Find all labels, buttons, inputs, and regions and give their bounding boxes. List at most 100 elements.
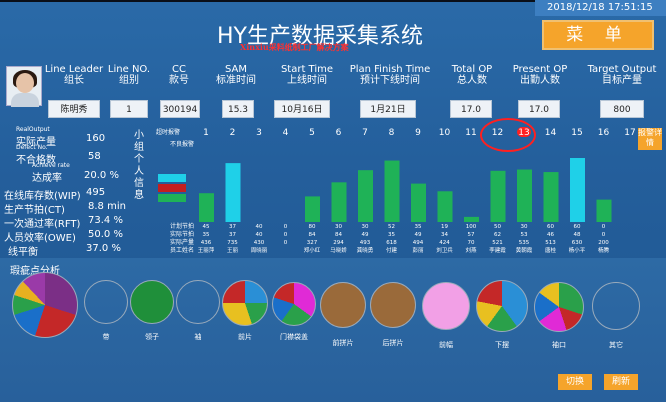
bar-6[interactable] (331, 182, 347, 222)
header-start-time: Start Time 上线时间 (274, 64, 340, 86)
pie-11[interactable] (592, 282, 640, 330)
cell-actual_ct-8: 35 (388, 232, 395, 238)
header-line-leader-en: Line Leader (44, 64, 104, 75)
header-line-leader: Line Leader 组长 (44, 64, 104, 86)
pie-7[interactable] (370, 282, 416, 328)
bar-1[interactable] (199, 193, 214, 222)
pie-label-2: 领子 (145, 333, 159, 341)
sam-value: 15.3 (222, 100, 254, 118)
bar-10[interactable] (437, 191, 453, 222)
cell-actual_ct-10: 34 (441, 232, 448, 238)
bar-2[interactable] (225, 163, 241, 222)
stat-defect-en: Defect No. (16, 144, 48, 151)
menu-button[interactable]: 菜 单 (542, 20, 654, 50)
cc-value: 300194 (160, 100, 200, 118)
cell-names-5: 郑小红 (304, 246, 321, 254)
cell-names-16: 杨腾 (598, 246, 610, 254)
pie-0[interactable] (12, 272, 78, 338)
bar-12[interactable] (490, 170, 506, 222)
alert-detail-button[interactable]: 报警详情 (638, 128, 662, 150)
cell-plan_ct-1: 45 (203, 224, 210, 230)
stat-real-output-zh: 实际产量 (16, 137, 56, 148)
category-label-7: 7 (362, 128, 368, 138)
cell-actual_output-2: 735 (227, 240, 238, 246)
pie-label-10: 袖口 (552, 341, 566, 349)
stat-real-output-en: RealOutput (16, 126, 50, 133)
header-plan-finish: Plan Finish Time 预计下线时间 (342, 64, 438, 86)
cell-plan_ct-2: 37 (229, 224, 236, 230)
avatar (6, 66, 42, 107)
cell-actual_ct-2: 37 (229, 232, 236, 238)
cell-actual_ct-11: 57 (468, 232, 475, 238)
bar-14[interactable] (543, 172, 559, 222)
cell-actual_ct-1: 35 (203, 232, 210, 238)
page-title: HY生产数据采集系统 (217, 24, 423, 49)
header-plan-finish-en: Plan Finish Time (349, 64, 431, 75)
switch-button[interactable]: 切换 (558, 374, 592, 390)
legend-swatch-green (158, 194, 186, 202)
bar-15[interactable] (570, 158, 585, 222)
header-present-op-en: Present OP (512, 64, 568, 75)
avatar-shoulders (11, 93, 39, 107)
cell-actual_ct-14: 46 (547, 232, 554, 238)
cell-actual_ct-15: 48 (574, 232, 581, 238)
cell-actual_output-7: 493 (360, 240, 371, 246)
stat-balance-value: 37.0 % (86, 243, 121, 254)
cell-plan_ct-16: 0 (602, 224, 606, 230)
cell-actual_output-14: 513 (545, 240, 556, 246)
pie-2[interactable] (130, 280, 174, 324)
pie-9[interactable] (476, 280, 528, 332)
header-plan-finish-zh: 预计下线时间 (360, 75, 420, 86)
bar-9[interactable] (411, 183, 426, 222)
header-cc-en: CC (172, 64, 186, 75)
pie-5[interactable] (272, 282, 316, 326)
pie-8[interactable] (422, 282, 470, 330)
stat-achieve-value: 20.0 % (84, 170, 119, 181)
refresh-button[interactable]: 刷新 (604, 374, 638, 390)
cell-names-3: 周晓丽 (251, 246, 268, 254)
category-labels: 1 2 3 4 5 6 7 8 9 10 11 12 13 14 15 16 17 (203, 127, 636, 138)
bar-11[interactable] (464, 216, 479, 222)
cell-names-11: 刘燕 (465, 246, 477, 254)
category-label-4: 4 (283, 128, 289, 138)
cell-plan_ct-10: 19 (441, 224, 448, 230)
category-label-9: 9 (415, 128, 421, 138)
pie-6[interactable] (320, 282, 366, 328)
category-label-1: 1 (203, 128, 209, 138)
cell-plan_ct-14: 60 (547, 224, 554, 230)
bar-16[interactable] (596, 199, 612, 222)
header-start-time-zh: 上线时间 (287, 75, 327, 86)
bar-7[interactable] (358, 170, 373, 222)
analysis-title: 瑕疵点分析 (10, 266, 60, 277)
pie-3[interactable] (176, 280, 220, 324)
header-target-output: Target Output 目标产量 (580, 64, 664, 86)
header-target-output-zh: 目标产量 (602, 75, 642, 86)
category-label-3: 3 (256, 128, 262, 138)
pie-1[interactable] (84, 280, 128, 324)
cell-plan_ct-15: 60 (574, 224, 581, 230)
pie-label-1: 带 (102, 333, 110, 341)
legend-swatch-red (158, 184, 186, 192)
cell-plan_ct-6: 30 (335, 224, 342, 230)
cell-actual_ct-7: 49 (362, 232, 369, 238)
pie-label-3: 袖 (194, 333, 202, 341)
category-label-11: 11 (465, 128, 476, 138)
avatar-face (16, 73, 34, 93)
bar-5[interactable] (305, 196, 320, 222)
group-info-vertical-label: 小组个人信息 (134, 130, 144, 201)
pie-10[interactable] (534, 282, 584, 332)
bar-8[interactable] (384, 160, 400, 222)
present-op-value: 17.0 (518, 100, 560, 118)
cell-actual_ct-13: 53 (521, 232, 528, 238)
pie-4[interactable] (222, 280, 268, 326)
frame-edge (0, 0, 666, 2)
bar-13[interactable] (517, 169, 532, 222)
stat-achieve-label: Achieve rate 达成率 (32, 163, 70, 185)
stat-ct-label: 生产节拍(CT) (4, 205, 65, 216)
highlight-circle-annotation (480, 118, 536, 152)
pie-label-6: 前拼片 (332, 339, 354, 347)
pie-label-4: 前片 (238, 333, 252, 341)
cell-names-13: 黄朝霞 (516, 246, 533, 254)
cell-names-12: 李建霞 (489, 246, 506, 254)
